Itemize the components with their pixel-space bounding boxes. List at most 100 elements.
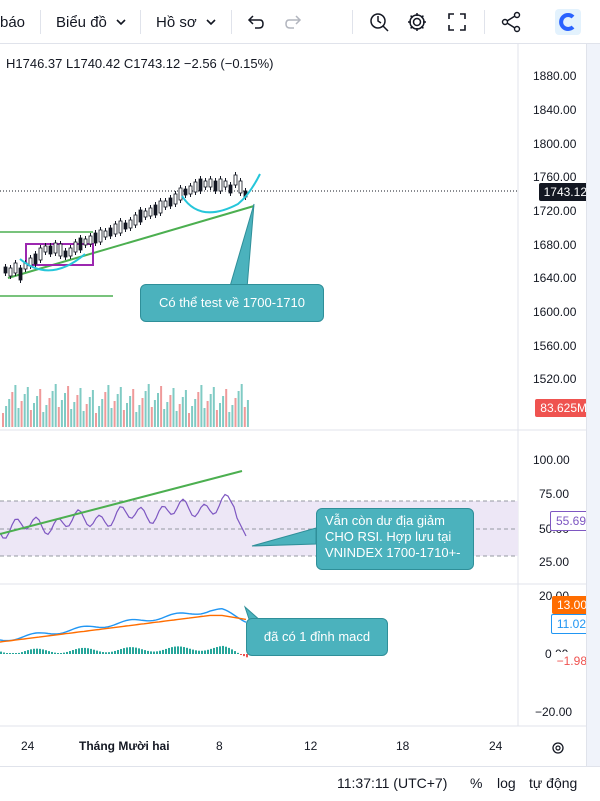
macd-callout[interactable]: đã có 1 đỉnh macd [246,618,388,656]
volume-bar [2,413,4,427]
logo-icon [555,9,581,35]
candle-body [238,180,243,194]
time-axis[interactable]: 24 Tháng Mười hai 8 12 18 24 [21,739,503,753]
volume-bar [95,413,97,427]
price-tick: 1720.00 [533,204,577,218]
candle-body [193,181,198,193]
curve-drawing[interactable] [181,173,261,214]
settings-button[interactable] [406,0,428,44]
macd-line [0,607,247,642]
ohlc-low: L1740.42 [66,56,121,71]
macd-signal-tag: 13.00 [551,596,592,614]
fullscreen-button[interactable] [447,0,467,44]
time-tick: 18 [396,739,410,753]
volume-bar [73,402,76,427]
candle-body [148,207,153,217]
volume-bar [157,393,159,427]
toolbar-divider [352,10,353,34]
volume-bar [129,396,132,427]
volume-bar [48,398,51,427]
volume-bar [178,404,181,427]
candle-body [113,223,118,235]
macd-hist-bar [168,647,170,654]
curve-drawing[interactable] [19,253,86,272]
rsi-trend-line[interactable] [0,470,243,535]
macd-hist-bar [210,648,212,654]
fullscreen-icon [448,13,466,31]
redo-button[interactable] [284,0,304,44]
alert-menu-label: báo [0,13,26,31]
chart-type-button[interactable]: Biểu đồ [56,0,127,44]
candle-body [73,241,78,253]
macd-hist-bar [198,650,200,654]
volume-bar [122,410,125,427]
undo-icon [247,15,264,29]
macd-hist-bar [171,647,173,654]
macd-hist-bar [24,651,26,654]
alert-menu-partial[interactable]: báo [0,0,25,44]
macd-hist-bar [72,650,74,654]
axis-settings-button[interactable] [552,742,564,754]
time-tick: 12 [304,739,318,753]
macd-hist-bar [183,647,185,654]
price-tick: 1600.00 [533,305,577,319]
macd-hist-bar [54,652,56,654]
undo-button[interactable] [245,0,265,44]
trend-line[interactable] [7,205,255,279]
candle-body [203,180,208,188]
candle-body [173,193,178,205]
macd-hist-bar [204,650,206,654]
volume-bar [82,411,85,427]
volume-bar [116,394,119,427]
candle-body [178,187,183,201]
macd-hist-bar [60,653,62,654]
macd-hist-bar [213,647,215,654]
price-callout[interactable]: Có thể test về 1700-1710 [140,284,324,322]
macd-hist-bar [156,651,158,654]
volume-bar [144,391,147,427]
share-button[interactable] [500,0,522,44]
profile-label: Hồ sơ [156,13,197,31]
volume-bar [8,399,11,427]
volume-bar [135,412,138,427]
log-toggle[interactable]: log [497,775,516,791]
macd-hist-bar [126,647,128,654]
volume-bar [5,406,8,427]
macd-hist-bar [45,650,47,654]
candle-body [18,267,23,281]
candle-body [233,174,238,186]
clock-display[interactable]: 11:37:11 (UTC+7) [337,775,448,791]
volume-bar [104,392,107,427]
volume-bar [222,396,225,427]
percent-toggle[interactable]: % [470,775,483,791]
candle-body [158,200,163,214]
volume-bars [2,384,249,427]
profile-button[interactable]: Hồ sơ [156,0,217,44]
candle-body [63,250,68,258]
rsi-callout[interactable]: Vẫn còn dư địa giảm CHO RSI. Hợp lưu tại… [316,508,474,570]
volume-bar [246,400,249,427]
toolbar-divider [231,10,232,34]
macd-hist-bar [141,649,143,654]
rsi-callout-line: VNINDEX 1700-1710+- [325,545,461,560]
candle-body [128,219,133,229]
macd-hist-bar [102,652,104,654]
macd-hist-bar [51,651,53,654]
brand-button[interactable] [555,0,581,44]
price-tick: 1520.00 [533,372,577,386]
volume-bar [188,413,190,427]
redo-icon [285,15,302,29]
auto-scale-toggle[interactable]: tự động [529,775,578,791]
volume-bar [126,403,128,427]
volume-bar [76,395,79,427]
top-toolbar: báo Biểu đồ Hồ sơ [0,0,600,44]
volume-bar [138,405,141,427]
price-tick: 1840.00 [533,103,577,117]
macd-hist-bar [27,650,29,654]
alert-button[interactable] [368,0,390,44]
chart-area[interactable]: 1880.00 1840.00 1800.00 1760.00 1720.00 … [0,44,586,766]
candle-body [13,262,18,274]
price-tick: 1760.00 [533,170,577,184]
volume-bar [147,384,150,427]
gear-icon [408,13,426,31]
